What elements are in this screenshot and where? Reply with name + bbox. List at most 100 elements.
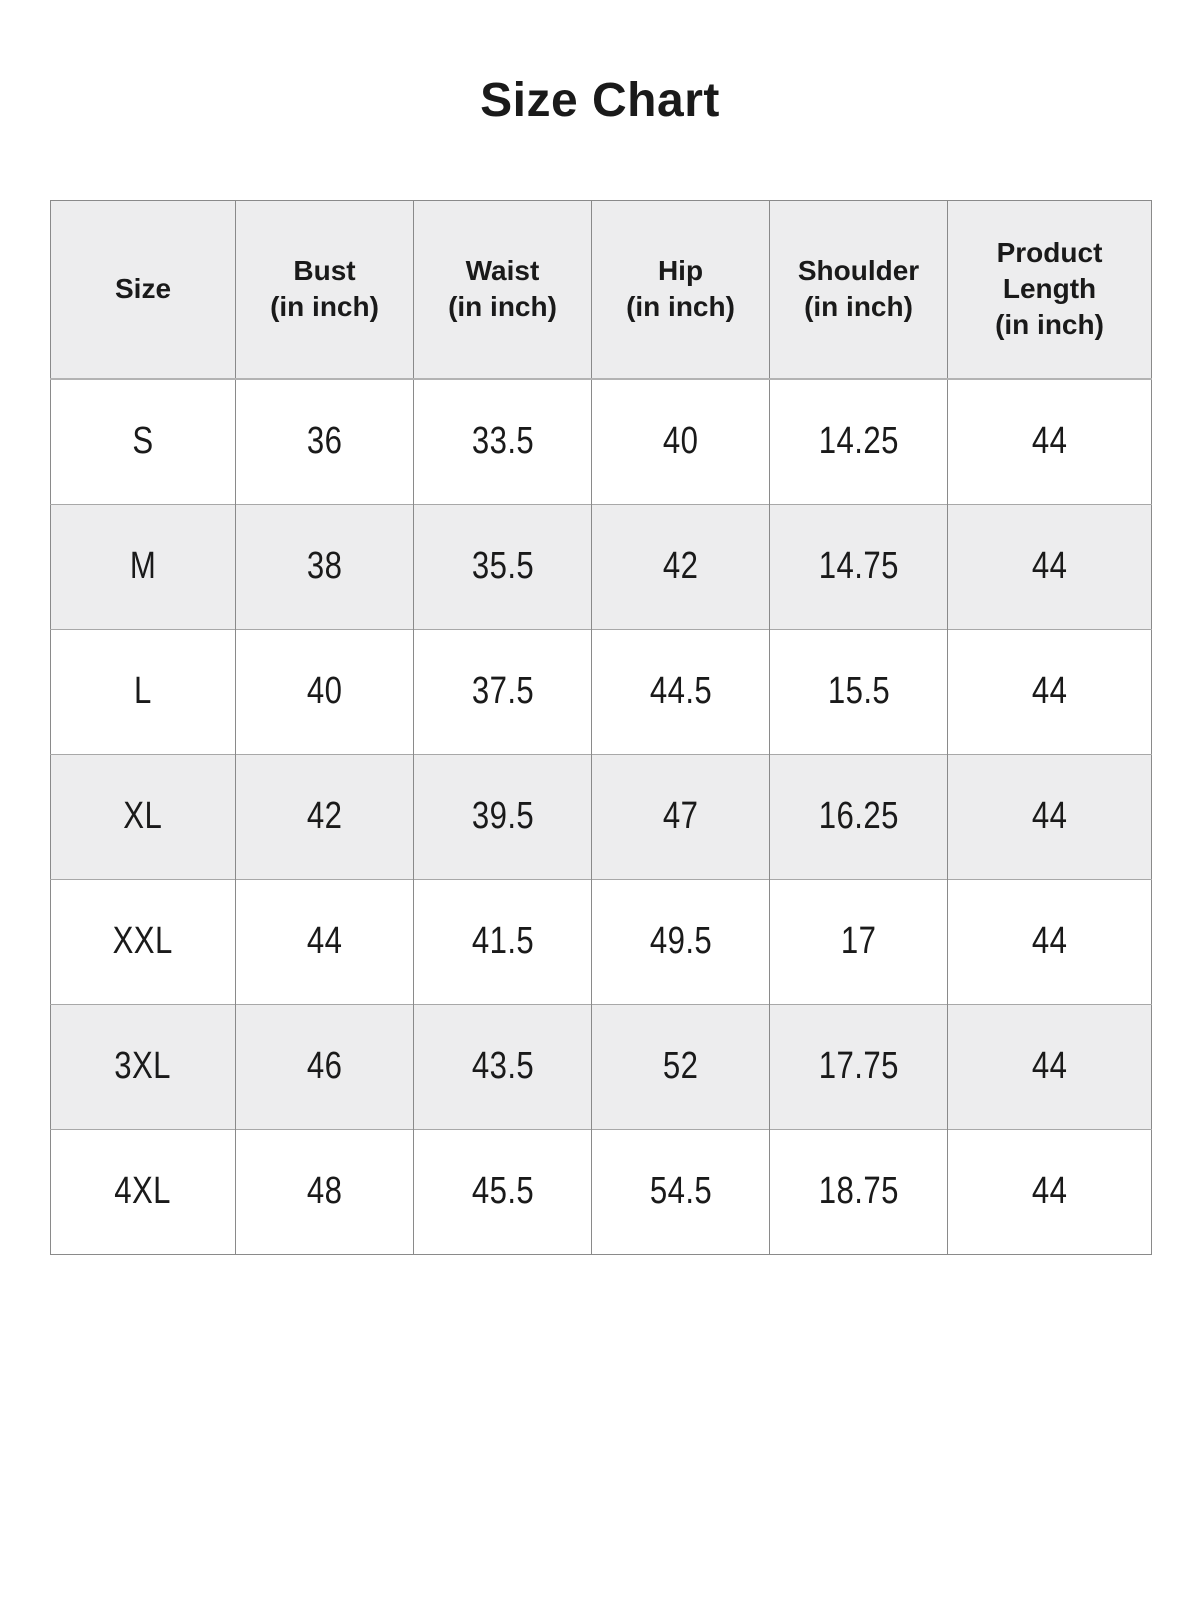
size-chart-table: Size Bust (in inch) Waist (in inch) Hip (in…: [50, 199, 1152, 1255]
measurement-cell: 48: [235, 1128, 414, 1255]
column-header-size: Size: [50, 200, 236, 380]
measurement-cell: 44: [947, 1128, 1152, 1255]
column-header-product-length: Product Length (in inch): [947, 200, 1152, 380]
measurement-value: 41.5: [471, 920, 534, 963]
measurement-cell: 14.25: [769, 378, 948, 505]
measurement-cell: 33.5: [413, 378, 592, 505]
measurement-value: 33.5: [471, 420, 534, 463]
page-title: Size Chart: [480, 74, 720, 127]
size-label: S: [132, 420, 154, 463]
measurement-cell: 36: [235, 378, 414, 505]
column-header-bust: Bust (in inch): [235, 200, 414, 380]
size-label: 3XL: [114, 1045, 172, 1088]
table-row-s: S 36 33.5 40 14.25 44: [50, 378, 1152, 505]
measurement-cell: 44.5: [591, 628, 770, 755]
measurement-cell: 52: [591, 1003, 770, 1130]
measurement-value: 44: [306, 920, 343, 963]
measurement-value: 42: [662, 545, 699, 588]
measurement-value: 44: [1031, 545, 1068, 588]
measurement-cell: 18.75: [769, 1128, 948, 1255]
measurement-value: 43.5: [471, 1045, 534, 1088]
measurement-value: 44: [1031, 920, 1068, 963]
measurement-cell: 15.5: [769, 628, 948, 755]
measurement-value: 17: [840, 920, 877, 963]
table-row-l: L 40 37.5 44.5 15.5 44: [50, 628, 1152, 755]
measurement-cell: 44: [947, 878, 1152, 1005]
size-label: M: [129, 545, 157, 588]
measurement-value: 44: [1031, 1170, 1068, 1213]
measurement-cell: 46: [235, 1003, 414, 1130]
size-label: L: [134, 670, 152, 713]
table-row-m: M 38 35.5 42 14.75 44: [50, 503, 1152, 630]
measurement-cell: 44: [235, 878, 414, 1005]
table-body: S 36 33.5 40 14.25 44 M 38 35.5 42 14.75 44 L 40 37.5 4…: [50, 378, 1152, 1255]
measurement-cell: 17: [769, 878, 948, 1005]
measurement-cell: 38: [235, 503, 414, 630]
measurement-value: 44.5: [649, 670, 712, 713]
measurement-value: 18.75: [818, 1170, 899, 1213]
measurement-value: 16.25: [818, 795, 899, 838]
measurement-value: 44: [1031, 670, 1068, 713]
measurement-cell: 41.5: [413, 878, 592, 1005]
table-row-xl: XL 42 39.5 47 16.25 44: [50, 753, 1152, 880]
measurement-cell: 44: [947, 503, 1152, 630]
measurement-cell: 42: [235, 753, 414, 880]
measurement-value: 48: [306, 1170, 343, 1213]
measurement-cell: 42: [591, 503, 770, 630]
size-label-cell: XL: [50, 753, 236, 880]
measurement-value: 39.5: [471, 795, 534, 838]
size-label-cell: XXL: [50, 878, 236, 1005]
measurement-value: 44: [1031, 1045, 1068, 1088]
measurement-value: 46: [306, 1045, 343, 1088]
measurement-cell: 44: [947, 753, 1152, 880]
measurement-value: 47: [662, 795, 699, 838]
measurement-value: 42: [306, 795, 343, 838]
measurement-value: 45.5: [471, 1170, 534, 1213]
measurement-value: 38: [306, 545, 343, 588]
header-row: Size Bust (in inch) Waist (in inch) Hip (in…: [50, 200, 1152, 380]
measurement-cell: 39.5: [413, 753, 592, 880]
measurement-cell: 16.25: [769, 753, 948, 880]
measurement-cell: 40: [235, 628, 414, 755]
measurement-value: 15.5: [827, 670, 890, 713]
measurement-cell: 37.5: [413, 628, 592, 755]
measurement-cell: 45.5: [413, 1128, 592, 1255]
table-row-xxl: XXL 44 41.5 49.5 17 44: [50, 878, 1152, 1005]
measurement-value: 36: [306, 420, 343, 463]
measurement-cell: 49.5: [591, 878, 770, 1005]
measurement-cell: 43.5: [413, 1003, 592, 1130]
size-label-cell: 4XL: [50, 1128, 236, 1255]
measurement-value: 40: [662, 420, 699, 463]
column-header-waist: Waist (in inch): [413, 200, 592, 380]
measurement-value: 40: [306, 670, 343, 713]
measurement-value: 44: [1031, 420, 1068, 463]
measurement-value: 49.5: [649, 920, 712, 963]
measurement-cell: 14.75: [769, 503, 948, 630]
table-row-4xl: 4XL 48 45.5 54.5 18.75 44: [50, 1128, 1152, 1255]
size-label-cell: M: [50, 503, 236, 630]
size-label: XL: [123, 795, 163, 838]
column-header-hip: Hip (in inch): [591, 200, 770, 380]
measurement-value: 35.5: [471, 545, 534, 588]
measurement-value: 14.75: [818, 545, 899, 588]
measurement-cell: 44: [947, 1003, 1152, 1130]
size-label: XXL: [112, 920, 174, 963]
measurement-cell: 47: [591, 753, 770, 880]
measurement-cell: 44: [947, 628, 1152, 755]
table-header: Size Bust (in inch) Waist (in inch) Hip (in…: [50, 200, 1152, 380]
measurement-cell: 17.75: [769, 1003, 948, 1130]
measurement-value: 17.75: [818, 1045, 899, 1088]
size-label: 4XL: [114, 1170, 172, 1213]
measurement-value: 54.5: [649, 1170, 712, 1213]
measurement-cell: 35.5: [413, 503, 592, 630]
size-label-cell: 3XL: [50, 1003, 236, 1130]
size-label-cell: L: [50, 628, 236, 755]
measurement-value: 44: [1031, 795, 1068, 838]
column-header-shoulder: Shoulder (in inch): [769, 200, 948, 380]
measurement-cell: 44: [947, 378, 1152, 505]
measurement-value: 52: [662, 1045, 699, 1088]
measurement-cell: 54.5: [591, 1128, 770, 1255]
measurement-cell: 40: [591, 378, 770, 505]
table-row-3xl: 3XL 46 43.5 52 17.75 44: [50, 1003, 1152, 1130]
